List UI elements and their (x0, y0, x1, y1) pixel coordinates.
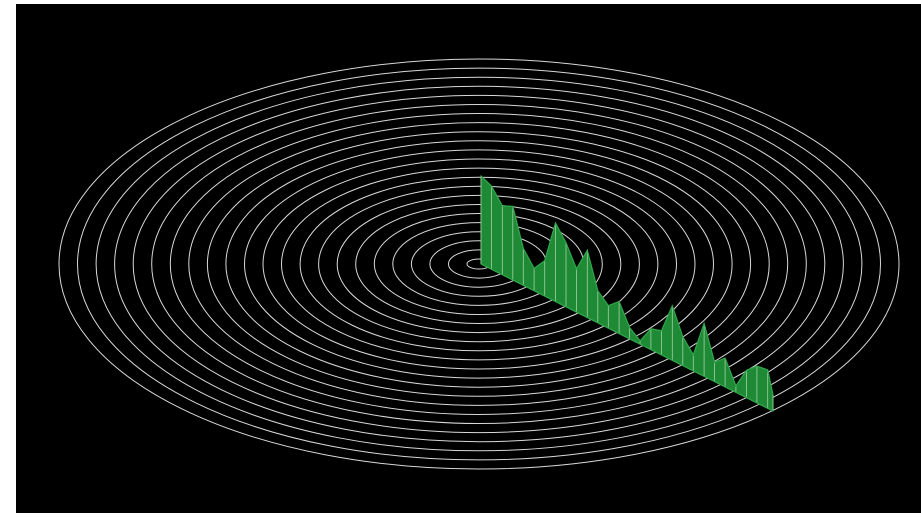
ring-21 (95, 76, 863, 452)
ring-15 (206, 131, 752, 397)
area-series (480, 174, 774, 412)
viewport (16, 4, 921, 513)
radial-area-chart (16, 4, 921, 513)
ring-7 (355, 204, 603, 324)
ring-14 (225, 140, 733, 388)
ring-18 (151, 104, 807, 424)
ring-20 (114, 85, 844, 443)
ring-9 (318, 185, 640, 343)
ring-12 (262, 158, 696, 370)
ring-17 (169, 113, 789, 415)
ring-8 (336, 194, 622, 334)
ring-11 (281, 167, 677, 361)
area-baseline (480, 263, 774, 412)
ring-19 (132, 94, 826, 434)
ring-10 (299, 176, 659, 352)
chart-background (16, 4, 921, 513)
area-outline (480, 175, 774, 396)
ring-22 (77, 67, 881, 461)
ring-16 (188, 122, 770, 406)
ring-13 (244, 149, 714, 379)
ring-23 (58, 58, 900, 470)
ring-group (58, 58, 900, 470)
